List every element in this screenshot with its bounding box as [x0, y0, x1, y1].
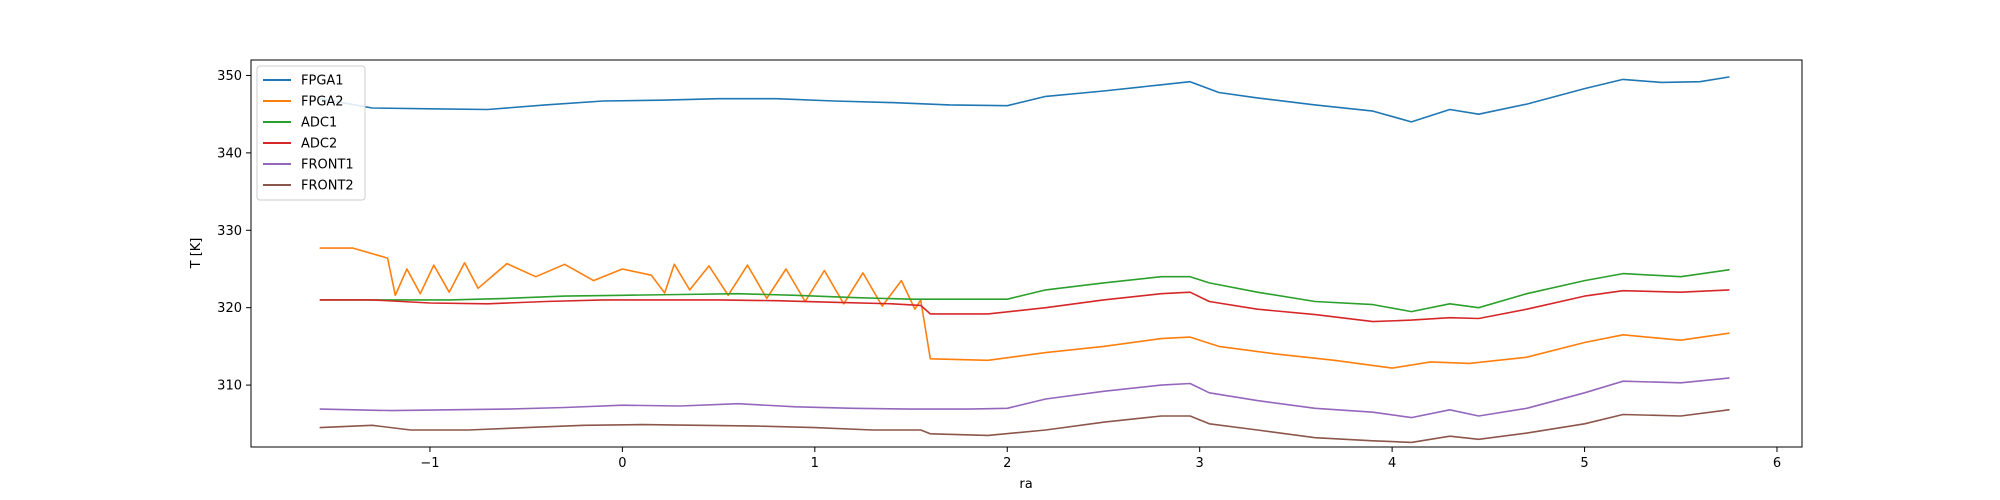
- y-tick-label: 350: [217, 69, 242, 84]
- legend-label-front2: FRONT2: [301, 179, 354, 194]
- x-axis: −1 0 1 2 3 4 5 6: [420, 447, 1781, 471]
- x-tick-label: −1: [420, 456, 439, 471]
- x-tick-label: 6: [1773, 456, 1781, 471]
- x-tick-label: 4: [1388, 456, 1396, 471]
- y-tick-label: 310: [217, 379, 242, 394]
- series-line-fpga1: [319, 76, 1730, 123]
- series-line-adc1: [319, 268, 1730, 313]
- x-tick-label: 5: [1580, 456, 1588, 471]
- legend-box: [256, 65, 366, 201]
- legend-label-fpga2: FPGA2: [301, 95, 344, 110]
- plot-area: [251, 60, 1802, 447]
- legend-label-front1: FRONT1: [301, 158, 354, 173]
- y-tick-label: 320: [217, 301, 242, 316]
- series-line-adc2: [319, 289, 1730, 323]
- x-tick-label: 2: [1003, 456, 1011, 471]
- series-line-front2: [319, 408, 1730, 444]
- legend-label-fpga1: FPGA1: [301, 74, 344, 89]
- legend-label-adc2: ADC2: [301, 137, 337, 152]
- x-tick-label: 1: [811, 456, 819, 471]
- x-tick-label: 0: [618, 456, 626, 471]
- series-line-front1: [319, 377, 1730, 419]
- y-tick-label: 330: [217, 224, 242, 239]
- series-layer: [319, 76, 1730, 444]
- y-axis: 310 320 330 340 350: [217, 69, 251, 394]
- x-axis-label: ra: [1019, 477, 1032, 492]
- legend: FPGA1 FPGA2 ADC1 ADC2 FRONT1 FRONT2: [256, 65, 366, 201]
- y-axis-label: T [K]: [189, 238, 204, 270]
- plot-frame: [250, 59, 1803, 448]
- x-tick-label: 3: [1196, 456, 1204, 471]
- legend-label-adc1: ADC1: [301, 116, 337, 131]
- y-tick-label: 340: [217, 146, 242, 161]
